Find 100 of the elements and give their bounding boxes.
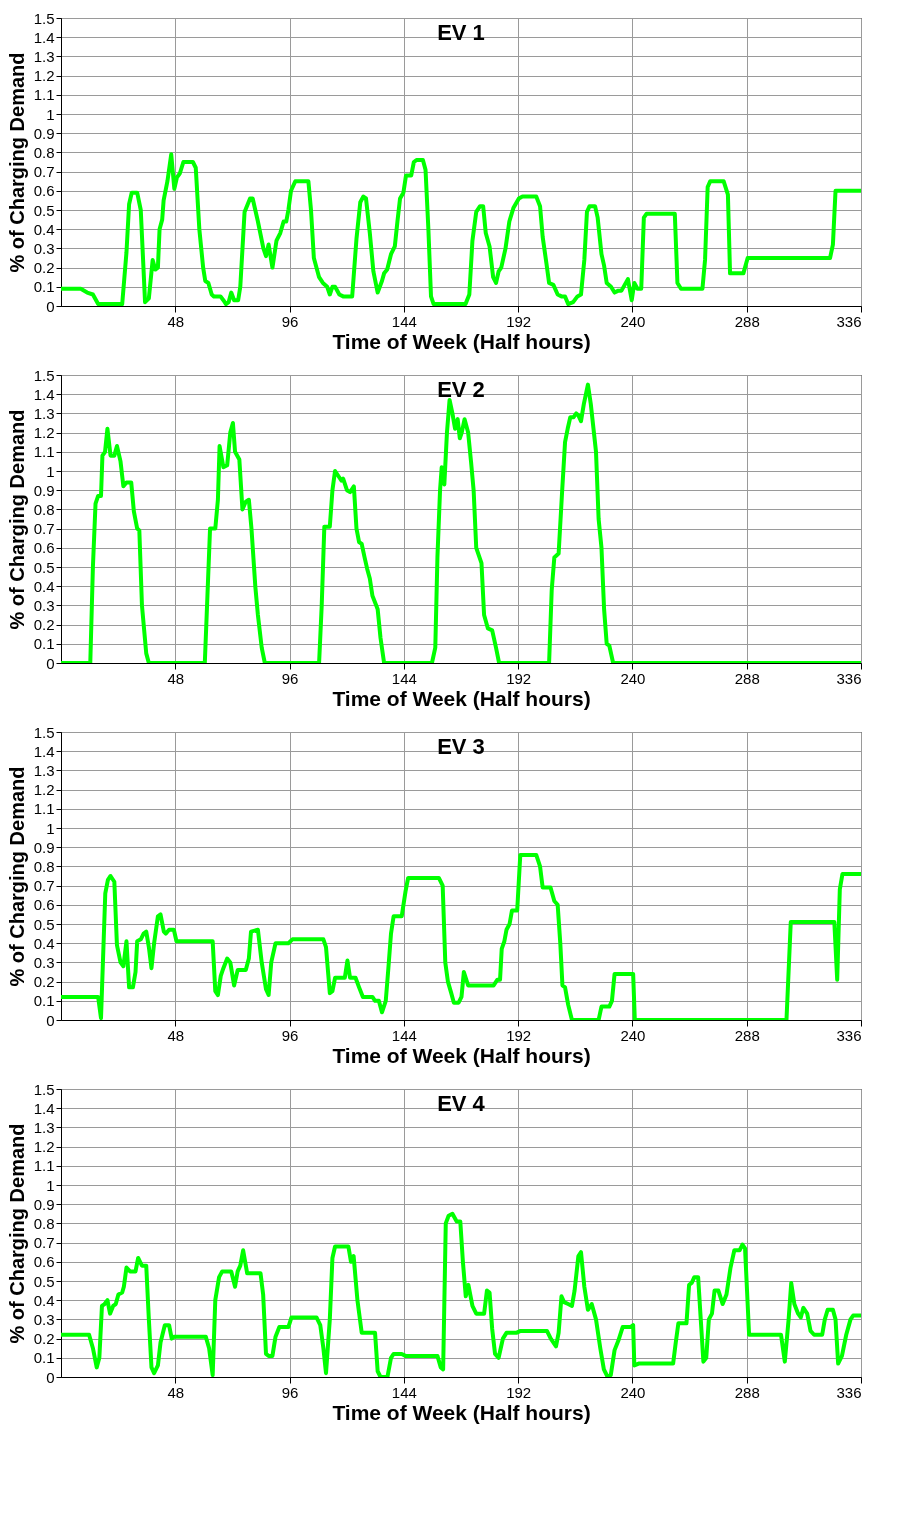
x-tick-label: 240 xyxy=(620,1026,646,1044)
y-axis-title: % of Charging Demand xyxy=(5,409,28,630)
y-tick-label: 1.5 xyxy=(33,366,55,384)
y-tick-label: 1.4 xyxy=(33,1099,55,1117)
y-tick-label: 0.4 xyxy=(33,577,55,595)
y-tick-label: 0.8 xyxy=(33,500,55,518)
chart-title: EV 4 xyxy=(437,1091,486,1116)
y-tick-label: 0.7 xyxy=(33,520,55,538)
y-tick-label: 0.3 xyxy=(33,953,55,971)
y-tick-label: 0.5 xyxy=(33,1272,55,1290)
x-axis-title: Time of Week (Half hours) xyxy=(332,329,591,353)
y-tick-label: 0.2 xyxy=(33,1330,55,1348)
x-tick-label: 192 xyxy=(506,1383,532,1401)
x-tick-label: 144 xyxy=(391,1026,417,1044)
y-tick-label: 1 xyxy=(46,819,55,837)
y-tick-label: 1.3 xyxy=(33,47,55,65)
y-tick-label: 1.2 xyxy=(33,1138,55,1156)
y-tick-label: 1.4 xyxy=(33,28,55,46)
y-tick-label: 0.1 xyxy=(33,635,55,653)
y-tick-label: 0.5 xyxy=(33,558,55,576)
x-tick-label: 144 xyxy=(391,312,417,330)
x-axis-title: Time of Week (Half hours) xyxy=(332,686,591,710)
y-tick-label: 0.9 xyxy=(33,124,55,142)
chart-title: EV 2 xyxy=(437,377,485,402)
y-tick-label: 0.4 xyxy=(33,220,55,238)
y-tick-label: 0.8 xyxy=(33,143,55,161)
x-tick-label: 192 xyxy=(506,669,532,687)
x-tick-label: 144 xyxy=(391,669,417,687)
y-tick-label: 0.1 xyxy=(33,992,55,1010)
y-tick-label: 0.6 xyxy=(33,182,55,200)
x-tick-label: 96 xyxy=(281,312,299,330)
x-tick-label: 48 xyxy=(167,1026,185,1044)
x-tick-label: 96 xyxy=(281,669,299,687)
x-tick-label: 288 xyxy=(734,312,760,330)
y-tick-label: 0 xyxy=(46,654,55,672)
y-tick-label: 0.4 xyxy=(33,1291,55,1309)
y-axis-title: % of Charging Demand xyxy=(5,52,28,273)
x-tick-label: 336 xyxy=(836,1383,862,1401)
y-tick-label: 0.1 xyxy=(33,1349,55,1367)
y-tick-label: 1 xyxy=(46,462,55,480)
y-tick-label: 0.1 xyxy=(33,278,55,296)
x-tick-label: 336 xyxy=(836,669,862,687)
x-tick-label: 96 xyxy=(281,1026,299,1044)
y-tick-label: 0.2 xyxy=(33,973,55,991)
y-tick-label: 0.6 xyxy=(33,539,55,557)
y-tick-label: 1 xyxy=(46,1176,55,1194)
y-tick-label: 0.8 xyxy=(33,1214,55,1232)
y-tick-label: 0.8 xyxy=(33,857,55,875)
y-tick-label: 0.6 xyxy=(33,1253,55,1271)
y-tick-label: 1.3 xyxy=(33,1118,55,1136)
y-tick-label: 1.1 xyxy=(33,800,55,818)
x-tick-label: 48 xyxy=(167,1383,185,1401)
y-axis-title: % of Charging Demand xyxy=(5,766,28,987)
x-tick-label: 48 xyxy=(167,669,185,687)
y-tick-label: 0.9 xyxy=(33,1195,55,1213)
y-tick-label: 1.2 xyxy=(33,424,55,442)
x-tick-label: 144 xyxy=(391,1383,417,1401)
y-tick-label: 0 xyxy=(46,1011,55,1029)
y-tick-label: 0.9 xyxy=(33,481,55,499)
x-tick-label: 192 xyxy=(506,1026,532,1044)
x-tick-label: 288 xyxy=(734,1383,760,1401)
y-tick-label: 1.4 xyxy=(33,742,55,760)
y-tick-label: 1.5 xyxy=(33,9,55,27)
y-tick-label: 0.6 xyxy=(33,896,55,914)
y-tick-label: 0.3 xyxy=(33,1310,55,1328)
x-tick-label: 288 xyxy=(734,669,760,687)
x-tick-label: 240 xyxy=(620,1383,646,1401)
x-axis-title: Time of Week (Half hours) xyxy=(332,1043,591,1067)
y-tick-label: 1.2 xyxy=(33,67,55,85)
y-tick-label: 1.1 xyxy=(33,1157,55,1175)
chart-title: EV 1 xyxy=(437,20,485,45)
x-tick-label: 48 xyxy=(167,312,185,330)
y-tick-label: 0.5 xyxy=(33,915,55,933)
y-tick-label: 0.3 xyxy=(33,239,55,257)
y-axis-title: % of Charging Demand xyxy=(5,1123,28,1344)
y-tick-label: 1.5 xyxy=(33,1080,55,1098)
y-tick-label: 0 xyxy=(46,1368,55,1386)
y-tick-label: 0.4 xyxy=(33,934,55,952)
y-tick-label: 0.5 xyxy=(33,201,55,219)
y-tick-label: 0.3 xyxy=(33,596,55,614)
y-tick-label: 0.9 xyxy=(33,838,55,856)
y-tick-label: 0 xyxy=(46,297,55,315)
y-tick-label: 0.2 xyxy=(33,616,55,634)
y-tick-label: 0.2 xyxy=(33,259,55,277)
chart-title: EV 3 xyxy=(437,734,485,759)
x-tick-label: 336 xyxy=(836,1026,862,1044)
y-tick-label: 1.2 xyxy=(33,781,55,799)
x-tick-label: 240 xyxy=(620,669,646,687)
x-tick-label: 240 xyxy=(620,312,646,330)
y-tick-label: 1.4 xyxy=(33,385,55,403)
y-tick-label: 1.3 xyxy=(33,761,55,779)
x-tick-label: 336 xyxy=(836,312,862,330)
x-tick-label: 288 xyxy=(734,1026,760,1044)
y-tick-label: 1.5 xyxy=(33,723,55,741)
y-tick-label: 1 xyxy=(46,105,55,123)
y-tick-label: 1.1 xyxy=(33,86,55,104)
x-axis-title: Time of Week (Half hours) xyxy=(332,1400,591,1424)
y-tick-label: 0.7 xyxy=(33,1234,55,1252)
y-tick-label: 0.7 xyxy=(33,877,55,895)
x-tick-label: 96 xyxy=(281,1383,299,1401)
